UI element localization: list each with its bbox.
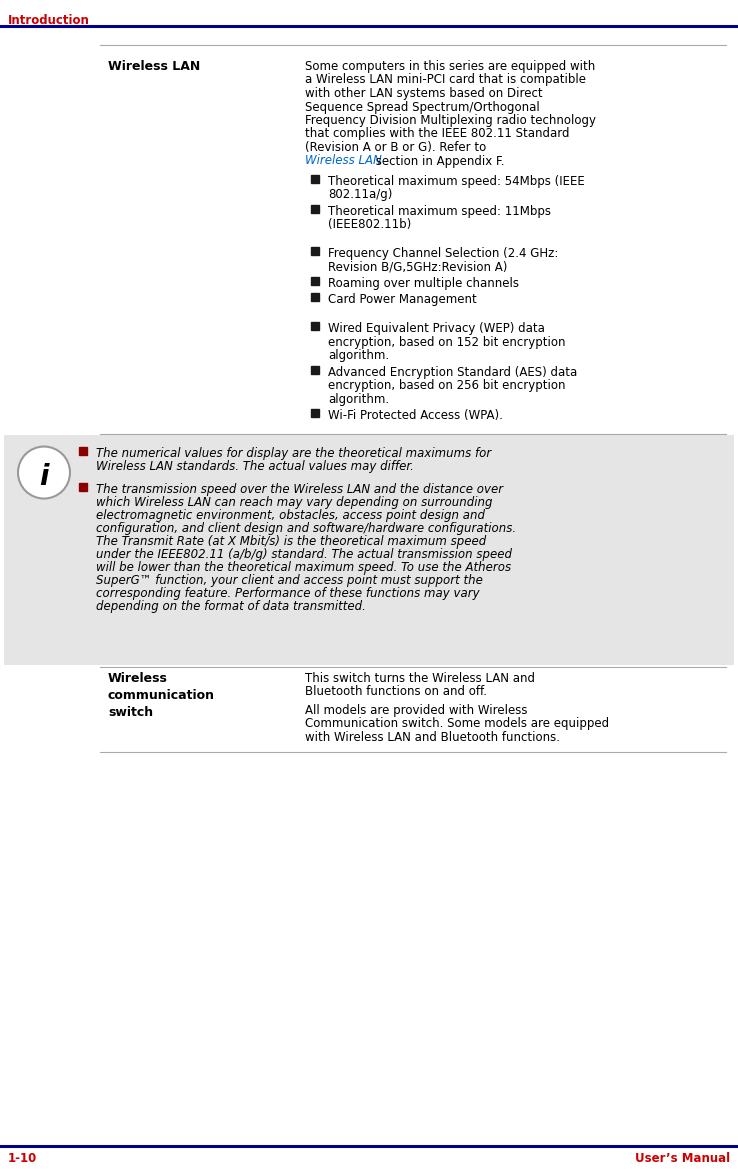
Text: encryption, based on 256 bit encryption: encryption, based on 256 bit encryption	[328, 379, 565, 393]
Text: All models are provided with Wireless: All models are provided with Wireless	[305, 703, 528, 717]
Text: Frequency Division Multiplexing radio technology: Frequency Division Multiplexing radio te…	[305, 114, 596, 127]
Text: i: i	[39, 463, 49, 491]
Text: Introduction: Introduction	[8, 14, 90, 27]
Text: depending on the format of data transmitted.: depending on the format of data transmit…	[96, 600, 366, 613]
Text: Theoretical maximum speed: 11Mbps: Theoretical maximum speed: 11Mbps	[328, 205, 551, 218]
Text: User’s Manual: User’s Manual	[635, 1152, 730, 1165]
Text: The numerical values for display are the theoretical maximums for: The numerical values for display are the…	[96, 447, 492, 459]
Text: Sequence Spread Spectrum/Orthogonal: Sequence Spread Spectrum/Orthogonal	[305, 101, 539, 114]
Text: Wireless LAN: Wireless LAN	[108, 60, 200, 73]
Text: electromagnetic environment, obstacles, access point design and: electromagnetic environment, obstacles, …	[96, 509, 485, 522]
Bar	[311, 277, 319, 285]
Text: The transmission speed over the Wireless LAN and the distance over: The transmission speed over the Wireless…	[96, 483, 503, 496]
Text: will be lower than the theoretical maximum speed. To use the Atheros: will be lower than the theoretical maxim…	[96, 560, 511, 573]
Text: under the IEEE802.11 (a/b/g) standard. The actual transmission speed: under the IEEE802.11 (a/b/g) standard. T…	[96, 547, 512, 560]
Text: Wireless LAN: Wireless LAN	[305, 155, 382, 168]
Text: a Wireless LAN mini-PCI card that is compatible: a Wireless LAN mini-PCI card that is com…	[305, 74, 586, 87]
Bar	[4, 435, 734, 665]
Text: encryption, based on 152 bit encryption: encryption, based on 152 bit encryption	[328, 335, 565, 348]
Bar	[311, 366, 319, 374]
Bar	[311, 205, 319, 213]
Text: Communication switch. Some models are equipped: Communication switch. Some models are eq…	[305, 717, 609, 730]
Bar	[311, 322, 319, 331]
Text: Card Power Management: Card Power Management	[328, 293, 477, 306]
Text: algorithm.: algorithm.	[328, 393, 389, 406]
Text: Roaming over multiple channels: Roaming over multiple channels	[328, 277, 519, 289]
Text: section in Appendix F.: section in Appendix F.	[372, 155, 505, 168]
Text: configuration, and client design and software/hardware configurations.: configuration, and client design and sof…	[96, 522, 516, 534]
Text: which Wireless LAN can reach may vary depending on surrounding: which Wireless LAN can reach may vary de…	[96, 496, 492, 509]
Text: Bluetooth functions on and off.: Bluetooth functions on and off.	[305, 686, 487, 699]
Text: corresponding feature. Performance of these functions may vary: corresponding feature. Performance of th…	[96, 586, 480, 600]
Text: Some computers in this series are equipped with: Some computers in this series are equipp…	[305, 60, 596, 73]
Text: (IEEE802.11b): (IEEE802.11b)	[328, 218, 411, 231]
Bar	[311, 247, 319, 254]
Text: that complies with the IEEE 802.11 Standard: that complies with the IEEE 802.11 Stand…	[305, 128, 570, 141]
Text: Theoretical maximum speed: 54Mbps (IEEE: Theoretical maximum speed: 54Mbps (IEEE	[328, 175, 584, 188]
Text: Frequency Channel Selection (2.4 GHz:: Frequency Channel Selection (2.4 GHz:	[328, 247, 559, 260]
Text: Wi-Fi Protected Access (WPA).: Wi-Fi Protected Access (WPA).	[328, 409, 503, 422]
Text: Revision B/G,5GHz:Revision A): Revision B/G,5GHz:Revision A)	[328, 260, 508, 273]
Text: Wireless LAN standards. The actual values may differ.: Wireless LAN standards. The actual value…	[96, 459, 414, 472]
Text: Advanced Encryption Standard (AES) data: Advanced Encryption Standard (AES) data	[328, 366, 577, 379]
Bar	[79, 483, 87, 491]
Bar	[311, 409, 319, 417]
Text: Wireless
communication
switch: Wireless communication switch	[108, 672, 215, 718]
Bar	[79, 447, 87, 455]
Text: The Transmit Rate (at X Mbit/s) is the theoretical maximum speed: The Transmit Rate (at X Mbit/s) is the t…	[96, 534, 486, 547]
Circle shape	[18, 447, 70, 498]
Bar	[311, 175, 319, 183]
Text: algorithm.: algorithm.	[328, 349, 389, 362]
Text: SuperG™ function, your client and access point must support the: SuperG™ function, your client and access…	[96, 573, 483, 586]
Text: This switch turns the Wireless LAN and: This switch turns the Wireless LAN and	[305, 672, 535, 684]
Text: 1-10: 1-10	[8, 1152, 37, 1165]
Text: with Wireless LAN and Bluetooth functions.: with Wireless LAN and Bluetooth function…	[305, 731, 560, 744]
Text: (Revision A or B or G). Refer to: (Revision A or B or G). Refer to	[305, 141, 486, 154]
Text: with other LAN systems based on Direct: with other LAN systems based on Direct	[305, 87, 542, 100]
Bar	[311, 293, 319, 301]
Text: Wired Equivalent Privacy (WEP) data: Wired Equivalent Privacy (WEP) data	[328, 322, 545, 335]
Text: 802.11a/g): 802.11a/g)	[328, 189, 393, 202]
